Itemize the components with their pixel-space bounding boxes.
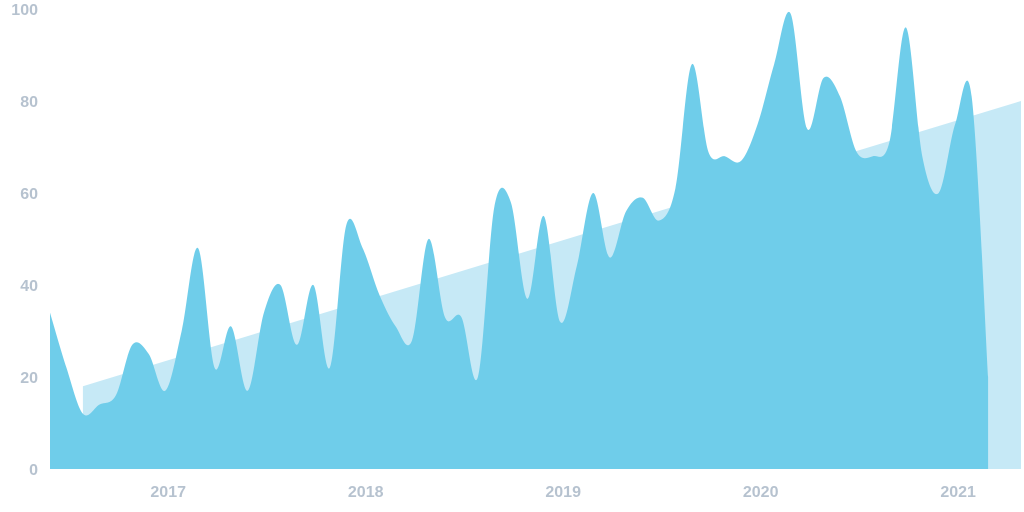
- x-axis: 2017 2018 2019 2020 2021: [150, 484, 976, 501]
- y-tick-label-100: 100: [11, 2, 38, 19]
- y-tick-label-60: 60: [20, 186, 38, 203]
- x-tick-label-2019: 2019: [545, 484, 581, 501]
- series-area: [50, 11, 989, 469]
- x-tick-label-2017: 2017: [150, 484, 186, 501]
- plot-area: [50, 11, 1021, 469]
- y-tick-label-20: 20: [20, 370, 38, 387]
- y-tick-label-80: 80: [20, 94, 38, 111]
- x-tick-label-2018: 2018: [348, 484, 384, 501]
- y-axis: 0 20 40 60 80 100: [11, 2, 38, 479]
- y-tick-label-40: 40: [20, 278, 38, 295]
- x-tick-label-2021: 2021: [940, 484, 976, 501]
- y-tick-label-0: 0: [29, 462, 38, 479]
- x-tick-label-2020: 2020: [743, 484, 779, 501]
